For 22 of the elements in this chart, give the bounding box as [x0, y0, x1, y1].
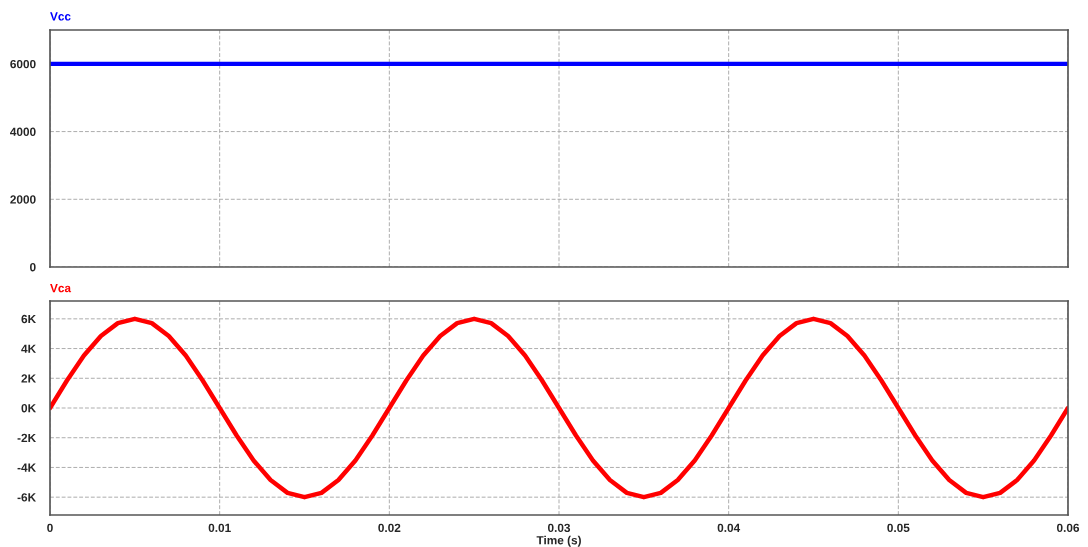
y-tick-label: -4K [17, 463, 36, 472]
y-tick-label: -6K [17, 493, 36, 502]
y-tick-label: 2000 [10, 195, 36, 204]
y-tick-label: 4K [21, 344, 36, 353]
x-tick-label: 0.04 [717, 523, 741, 532]
text: Vcc [50, 12, 71, 21]
line-series [50, 316, 1068, 500]
y-tick-label: 4000 [10, 127, 36, 136]
x-tick-label: 0.06 [1056, 523, 1080, 532]
y-tick-label: 2K [21, 374, 36, 383]
y-tick-label: 0 [30, 263, 36, 272]
text: Vca [50, 284, 72, 293]
x-axis-title: Time (s) [536, 535, 581, 547]
x-tick-label: 0.05 [887, 523, 910, 532]
y-tick-label: 6000 [10, 59, 36, 69]
x-tick-label: 0.03 [547, 523, 571, 533]
y-tick-label: 0K [21, 404, 36, 413]
x-tick-label: 0 [47, 523, 53, 532]
y-tick-label: 6K [21, 314, 36, 324]
x-tick-label: 0.02 [378, 523, 401, 532]
y-tick-label: -2K [17, 433, 36, 442]
x-tick-label: 0.01 [208, 523, 231, 532]
